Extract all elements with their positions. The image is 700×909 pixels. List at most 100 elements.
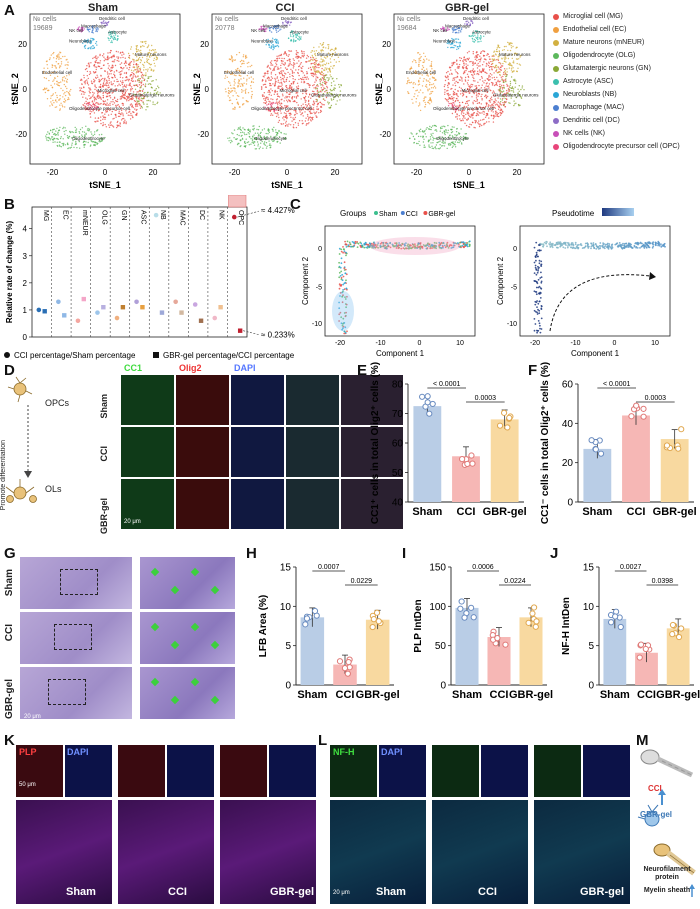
- trajectory-cell: [365, 246, 368, 249]
- trajectory-cell: [455, 242, 458, 245]
- channel-label: Olig2: [179, 363, 202, 373]
- trajectory-cell: [540, 260, 543, 263]
- y-tick-label: 15: [280, 563, 292, 574]
- y-tick-label: 0: [23, 333, 28, 342]
- if-image-tile: [286, 479, 339, 529]
- trajectory-cell: [343, 267, 346, 270]
- y-tick-label: 0: [318, 246, 322, 253]
- tsne-y-label: tSNE_2: [192, 73, 202, 105]
- cluster-label: Oligodendrocyte precursor cell: [433, 106, 494, 111]
- p-value: 0.0027: [620, 564, 642, 571]
- legend-label: Macrophage (MAC): [563, 104, 625, 111]
- legend-swatch: [553, 143, 559, 150]
- cci-sham-point: [75, 318, 81, 324]
- row-label: Sham: [4, 569, 15, 597]
- trajectory-cell: [456, 242, 459, 245]
- nfh-intden-bar-chart: 15 10 5 0 NF-H IntDen Sham CCI GBR-gel 0.0027 0.0…: [561, 563, 700, 702]
- tsne-x-label: tSNE_1: [453, 180, 485, 190]
- trajectory-cell: [427, 245, 430, 247]
- trajectory-cell: [537, 286, 540, 289]
- p-value: 0.0006: [472, 564, 494, 571]
- trajectory-cell: [643, 247, 646, 249]
- data-point: [375, 618, 382, 625]
- data-point: [459, 455, 466, 463]
- trajectory-cell: [658, 243, 660, 246]
- trajectory-cell: [338, 271, 341, 274]
- trajectory-cell: [340, 248, 343, 251]
- trajectory-cell: [340, 257, 343, 260]
- trajectory-cell: [636, 247, 639, 249]
- if-image-tile: [231, 375, 284, 425]
- cluster-label: Endothelial cell: [224, 70, 254, 75]
- trajectory-cell: [549, 241, 552, 244]
- trajectory-cell: [623, 247, 625, 249]
- gbr-cci-point: [198, 318, 204, 323]
- trajectory-cell: [644, 245, 646, 247]
- trajectory-cell: [629, 245, 632, 248]
- trajectory-cell: [343, 250, 346, 252]
- y-axis-label: CC1⁺ cells in total Olig2⁺ cells (%): [370, 362, 381, 524]
- schematic-gbr-label: GBR-gel: [640, 810, 672, 819]
- trajectory-cell: [538, 300, 541, 303]
- y-tick-label: 50: [392, 468, 404, 479]
- y-tick-label: -20: [197, 130, 209, 139]
- trajectory-cell: [592, 242, 595, 244]
- trajectory-cell: [639, 247, 641, 249]
- trajectory-cell: [433, 241, 436, 244]
- trajectory-cell: [468, 240, 471, 243]
- trajectory-cell: [584, 242, 587, 245]
- trajectory-cell: [452, 244, 455, 247]
- bar: [365, 619, 390, 685]
- legend-item: Endothelial cell (EC): [553, 23, 698, 36]
- legend-item: Glutamatergic neurons (GN): [553, 62, 698, 75]
- legend-swatch: [553, 78, 559, 85]
- data-point: [500, 409, 508, 416]
- trajectory-cell: [345, 246, 348, 248]
- trajectory-cell: [542, 245, 544, 248]
- trajectory-cell: [450, 247, 453, 249]
- cci-sham-point: [36, 307, 42, 313]
- dapi-channel-image: [269, 745, 316, 797]
- trajectory-cell: [469, 244, 471, 246]
- legend-swatch: [553, 52, 559, 59]
- trajectory-cell: [342, 294, 344, 297]
- trajectory-cell: [338, 266, 340, 269]
- x-tick-label: 0: [467, 168, 472, 177]
- trajectory-cell: [345, 251, 347, 254]
- data-point: [311, 607, 319, 615]
- trajectory-cell: [418, 245, 421, 248]
- data-point: [640, 405, 647, 412]
- trajectory-cell: [398, 242, 400, 244]
- trajectory-cell: [419, 243, 422, 245]
- trajectory-cell: [649, 242, 652, 245]
- trajectory-cell: [537, 320, 540, 322]
- trajectory-cell: [382, 241, 385, 244]
- cluster-label: Astrocyte: [472, 30, 491, 35]
- nfh-channel-image: [534, 745, 581, 797]
- y-axis-label: PLP IntDen: [413, 599, 424, 652]
- data-point: [636, 654, 643, 661]
- trajectory-cell: [533, 261, 536, 264]
- dapi-channel-image: [65, 745, 112, 797]
- roi-box: [48, 679, 86, 705]
- trajectory-cell: [587, 243, 589, 245]
- data-point: [533, 618, 540, 625]
- highlight-region-start: [332, 291, 354, 331]
- trajectory-cell: [542, 244, 545, 246]
- merge-image: [16, 800, 112, 904]
- trajectory-cell: [345, 273, 348, 276]
- trajectory-cell: [536, 282, 539, 285]
- group-legend-dot: [400, 211, 405, 215]
- group-legend-label: CCI: [406, 211, 418, 218]
- trajectory-cell: [618, 242, 621, 244]
- lfb-zoom-image: [140, 557, 235, 609]
- trajectory-cell: [461, 244, 464, 247]
- trajectory-cell: [405, 242, 407, 244]
- data-point: [628, 413, 635, 420]
- y-tick-label: 2: [23, 279, 28, 288]
- trajectory-cell: [343, 330, 346, 333]
- trajectory-cell: [535, 259, 537, 262]
- trajectory-cell: [540, 276, 543, 279]
- trajectory-cell: [353, 242, 356, 245]
- plp-channel-image: [16, 745, 63, 797]
